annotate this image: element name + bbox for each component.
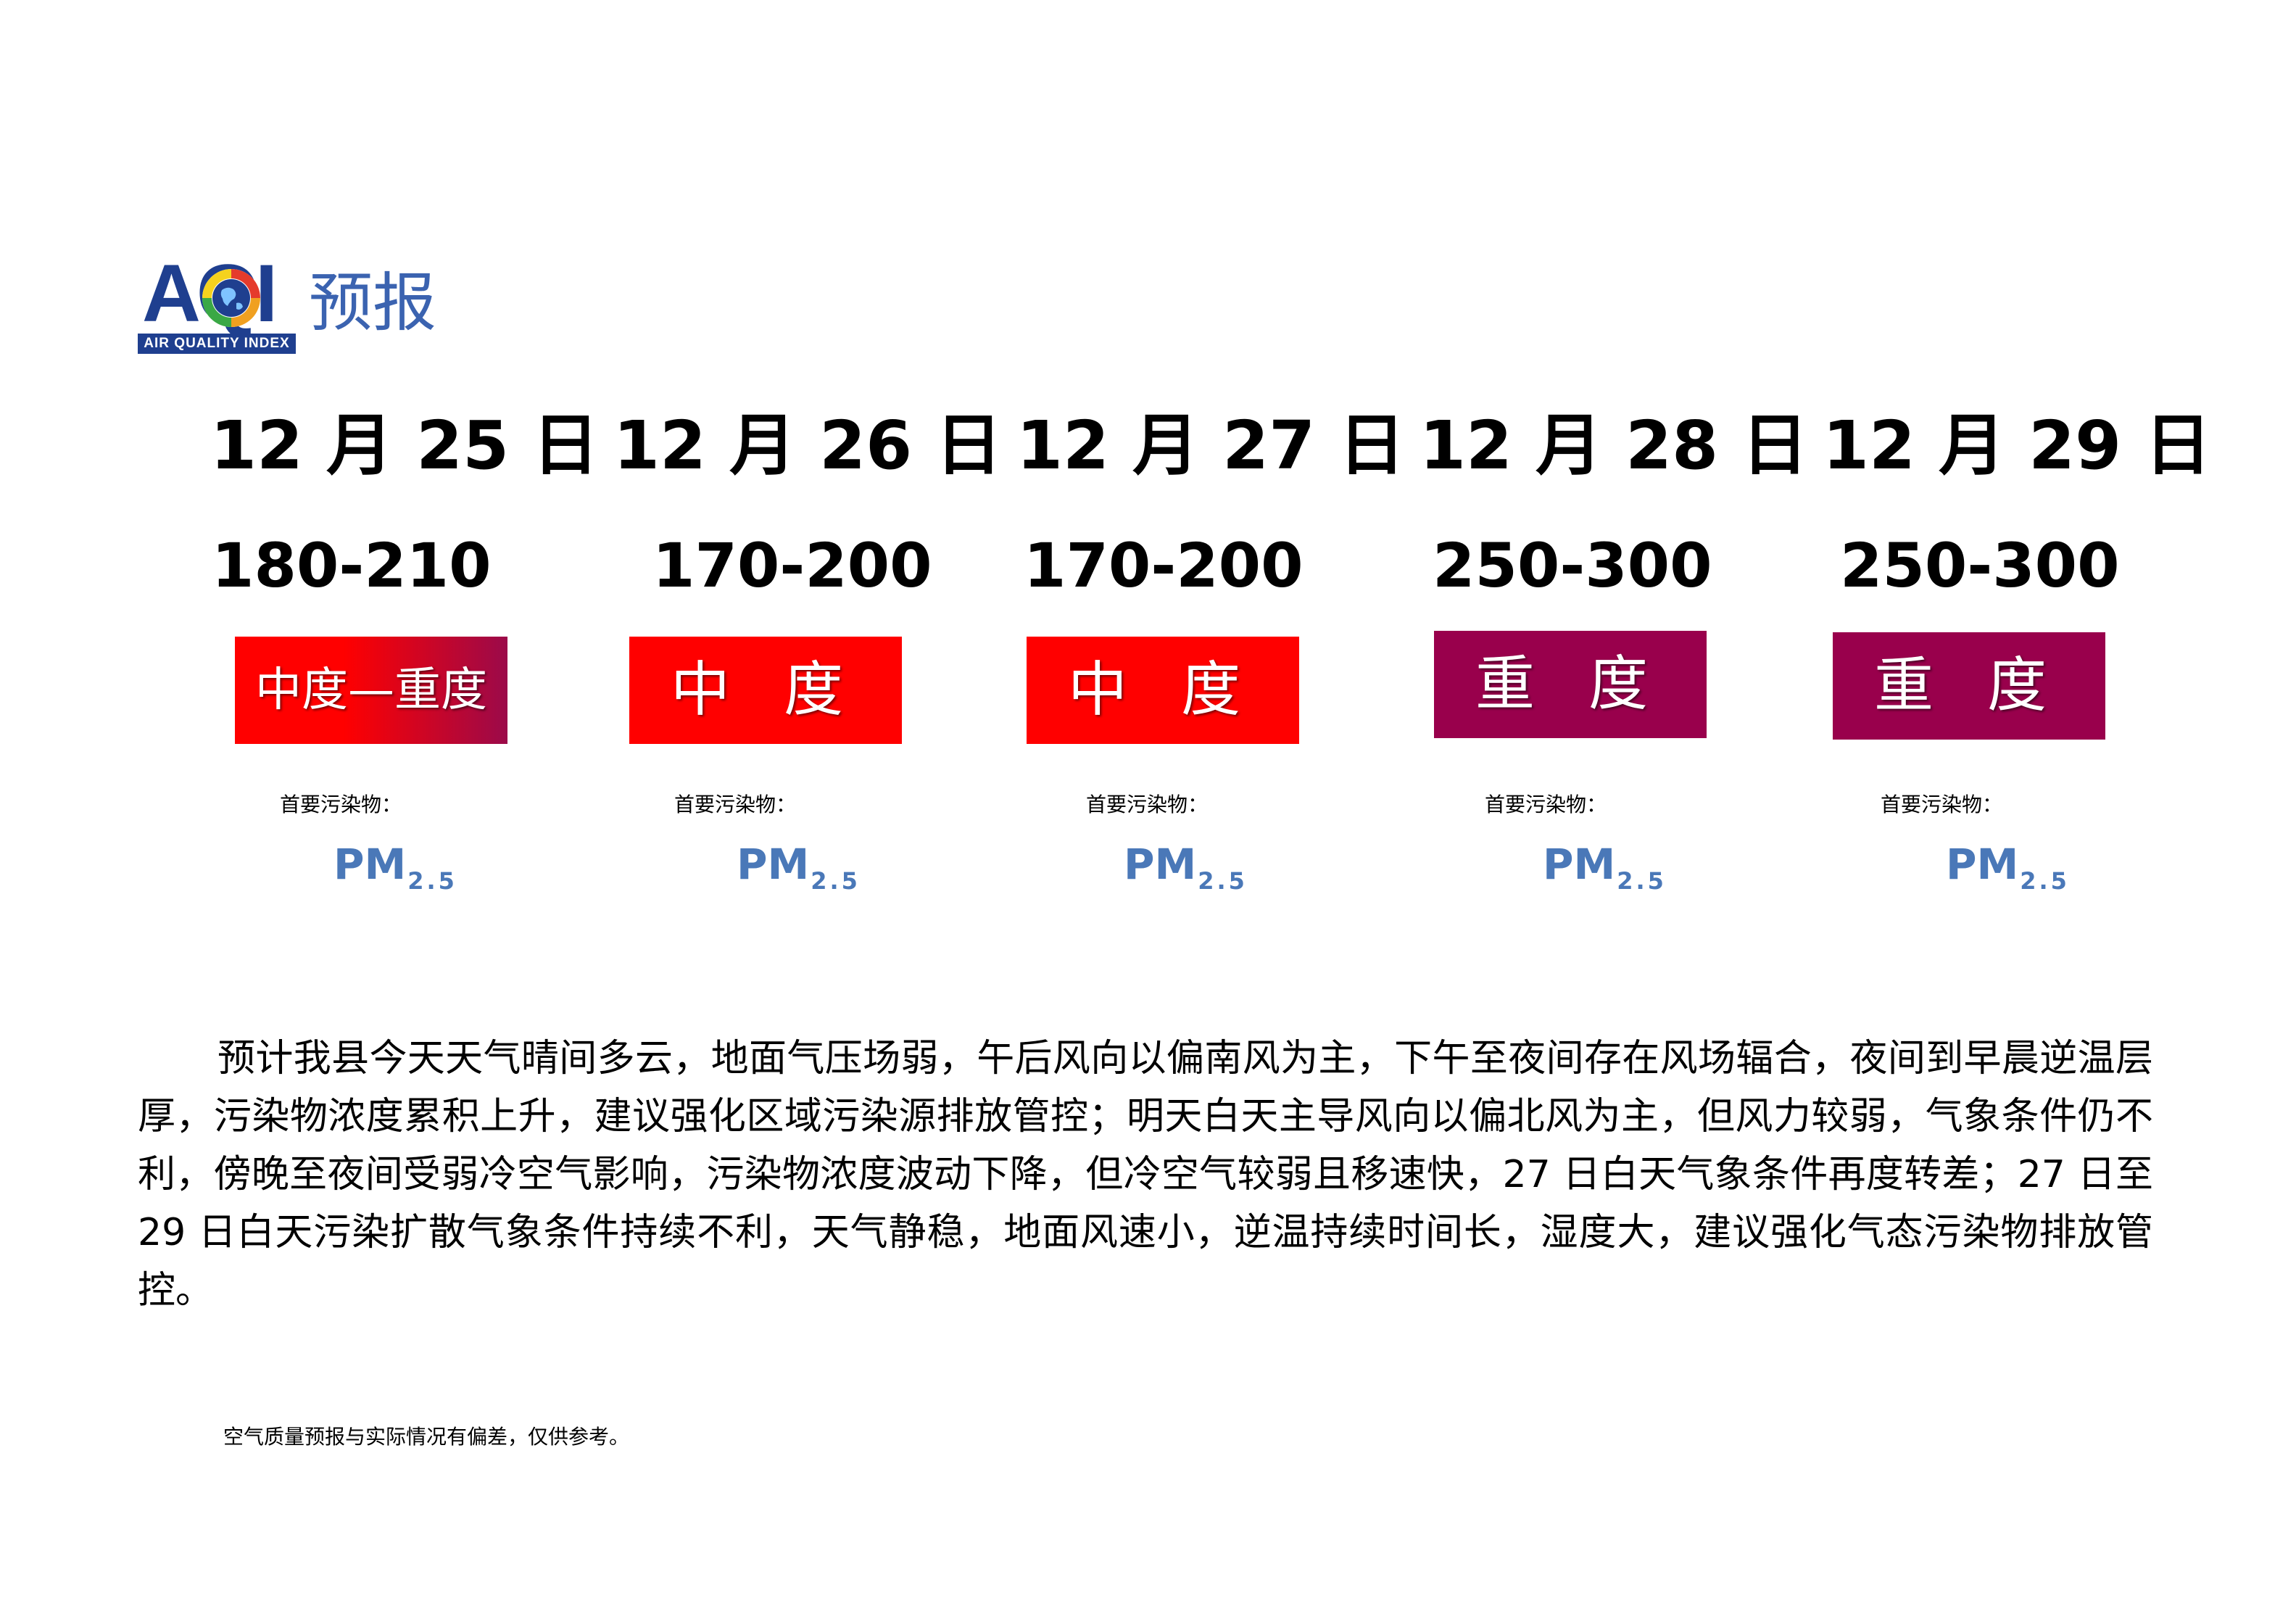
primary-pollutant: PM2.5 xyxy=(1124,835,1248,910)
primary-pollutant: PM2.5 xyxy=(737,835,861,910)
forecast-date: 12 月 29 日 xyxy=(1823,407,2212,484)
primary-pollutant-label: 首要污染物： xyxy=(280,793,402,816)
forecast-day: 12 月 29 日 250-300 重 度 首要污染物： PM2.5 xyxy=(1823,406,2214,914)
forecast-day: 12 月 25 日 180-210 中度—重度 首要污染物： PM2.5 xyxy=(210,406,602,914)
pollutant-subscript: 2.5 xyxy=(811,867,861,895)
pollutant-subscript: 2.5 xyxy=(407,867,457,895)
aqi-range: 250-300 xyxy=(1433,530,1712,601)
primary-pollutant: PM2.5 xyxy=(333,835,457,910)
pollutant-name: PM xyxy=(1124,840,1197,889)
pollutant-name: PM xyxy=(1543,840,1616,889)
forecast-day: 12 月 27 日 170-200 中 度 首要污染物： PM2.5 xyxy=(1016,406,1408,914)
pollution-level-badge: 中 度 xyxy=(629,637,902,744)
disclaimer: 空气质量预报与实际情况有偏差，仅供参考。 xyxy=(223,1425,630,1449)
forecast-date: 12 月 26 日 xyxy=(613,407,1003,484)
pollution-level-badge: 中度—重度 xyxy=(235,637,507,744)
primary-pollutant: PM2.5 xyxy=(1543,835,1667,910)
primary-pollutant-label: 首要污染物： xyxy=(1485,793,1607,816)
primary-pollutant: PM2.5 xyxy=(1946,835,2070,910)
aqi-range: 250-300 xyxy=(1840,530,2120,601)
forecast-day: 12 月 26 日 170-200 中 度 首要污染物： PM2.5 xyxy=(613,406,1005,914)
primary-pollutant-label: 首要污染物： xyxy=(674,793,797,816)
pollution-level-badge: 重 度 xyxy=(1434,631,1707,738)
forecast-date: 12 月 27 日 xyxy=(1016,407,1406,484)
pollutant-subscript: 2.5 xyxy=(1198,867,1248,895)
pollutant-subscript: 2.5 xyxy=(1617,867,1667,895)
forecast-date: 12 月 28 日 xyxy=(1420,407,1809,484)
pollutant-subscript: 2.5 xyxy=(2020,867,2070,895)
page-title: 预报 xyxy=(309,265,437,340)
aqi-range: 170-200 xyxy=(1024,530,1304,601)
pollution-level-badge: 重 度 xyxy=(1833,632,2105,740)
globe-icon xyxy=(202,269,260,327)
aqi-range: 180-210 xyxy=(212,530,492,601)
forecast-date: 12 月 25 日 xyxy=(210,407,600,484)
pollutant-name: PM xyxy=(333,840,407,889)
pollution-level-badge: 中 度 xyxy=(1027,637,1299,744)
forecast-description: 预计我县今天天气晴间多云，地面气压场弱，午后风向以偏南风为主，下午至夜间存在风场… xyxy=(138,1037,2153,1312)
aqi-logo-mark: AQI AIR QUALITY INDEX xyxy=(138,253,296,357)
aqi-range: 170-200 xyxy=(652,530,932,601)
primary-pollutant-label: 首要污染物： xyxy=(1086,793,1209,816)
aqi-logo: AQI AIR QUALITY INDEX 预报 xyxy=(138,253,457,357)
pollutant-name: PM xyxy=(737,840,810,889)
pollutant-name: PM xyxy=(1946,840,2019,889)
primary-pollutant-label: 首要污染物： xyxy=(1881,793,2003,816)
forecast-day: 12 月 28 日 250-300 重 度 首要污染物： PM2.5 xyxy=(1420,406,1811,914)
aqi-logo-strip: AIR QUALITY INDEX xyxy=(138,334,296,354)
